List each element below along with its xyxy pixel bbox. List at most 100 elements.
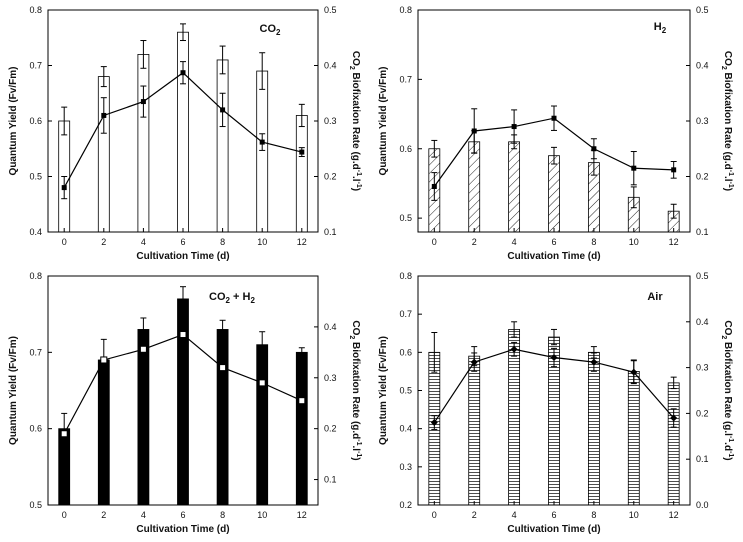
y2-label-part: 2 [348, 335, 355, 339]
panel-1: 0.5 0.6 0.7 0.8 0.1 0.2 0.3 0.4 0.5 0 2 4 6 8 10 12 Cult… [378, 5, 734, 262]
x-tick-label: 10 [629, 510, 639, 520]
x-axis-label: Cultivation Time (d) [507, 524, 600, 535]
y2-label-part: ) [350, 457, 361, 460]
y2-label-part: Biofixation Rate (g.d [722, 70, 733, 170]
y2-label-part: .l [722, 176, 733, 182]
y2-label-part: CO [722, 320, 733, 335]
bar [468, 141, 481, 233]
x-tick-label: 12 [669, 510, 679, 520]
y2-tick-label: 0.3 [696, 363, 709, 373]
data-point [139, 345, 147, 353]
y2-tick-label: 0.2 [324, 172, 337, 182]
x-tick-label: 2 [472, 510, 477, 520]
y-tick-label: 0.5 [399, 386, 412, 396]
data-point [299, 149, 305, 155]
panel-3: 0.2 0.3 0.4 0.5 0.6 0.7 0.8 0.0 0.1 0.2 0.3 0.4 0.5 0… [378, 271, 734, 535]
bar [137, 54, 150, 233]
y2-tick-label: 0.5 [696, 5, 709, 15]
x-tick-label: 4 [141, 237, 146, 247]
x-tick-label: 8 [591, 237, 596, 247]
y2-label-part: 2 [720, 335, 727, 339]
y-tick-label: 0.7 [29, 347, 42, 357]
panel-0: 0.4 0.5 0.6 0.7 0.8 0.1 0.2 0.3 0.4 0.5 0 2 4 6 8 10 12 C… [8, 5, 362, 262]
y2-tick-label: 0.2 [696, 408, 709, 418]
x-tick-label: 10 [629, 237, 639, 247]
panel-title-sub: 2 [226, 296, 231, 305]
y-axis-label: Quantum Yield (Fv/Fm) [378, 336, 389, 445]
panel-title-main: CO [209, 291, 226, 303]
y2-label-part: CO [350, 51, 361, 66]
data-point [179, 331, 187, 339]
bar [97, 359, 110, 506]
y2-tick-label: 0.1 [696, 227, 709, 237]
y2-tick-label: 0.2 [696, 172, 709, 182]
y2-tick-label: 0.3 [324, 373, 337, 383]
x-tick-label: 4 [512, 237, 517, 247]
y-tick-label: 0.4 [29, 227, 42, 237]
y2-label-part: CO [350, 320, 361, 335]
y-tick-label: 0.8 [29, 5, 42, 15]
y2-label-part: Biofixation Rate (g.d [350, 339, 361, 439]
y2-label-part: -1 [355, 451, 362, 457]
data-point [471, 128, 477, 134]
panel-title-sub: 2 [276, 28, 281, 37]
x-tick-label: 2 [101, 510, 106, 520]
y2-tick-label: 0.4 [696, 61, 709, 71]
y-tick-label: 0.4 [399, 424, 412, 434]
x-tick-label: 12 [297, 510, 307, 520]
data-point [259, 139, 265, 145]
panel-title: H2 [654, 21, 667, 35]
x-axis-label: Cultivation Time (d) [507, 251, 600, 262]
data-point [430, 419, 438, 427]
panel-title-main: Air [647, 291, 663, 303]
data-point [140, 99, 146, 105]
data-point [100, 356, 108, 364]
x-tick-label: 6 [551, 237, 556, 247]
y2-axis-label: CO2 Biofixation Rate (g.d-1.l-1) [348, 320, 362, 460]
data-point [590, 358, 598, 366]
bar [256, 344, 269, 506]
panel-title: CO2 + H2 [209, 291, 255, 305]
y2-tick-label: 0.3 [324, 116, 337, 126]
data-point [591, 146, 597, 152]
x-tick-label: 10 [257, 510, 267, 520]
bar [137, 329, 150, 506]
x-tick-label: 2 [472, 237, 477, 247]
x-tick-label: 6 [180, 237, 185, 247]
panel-title-main: CO [260, 23, 277, 35]
y2-tick-label: 0.1 [696, 454, 709, 464]
x-tick-label: 12 [669, 237, 679, 247]
data-point [220, 107, 226, 113]
y-tick-label: 0.3 [399, 462, 412, 472]
y2-label-part: -1 [355, 182, 362, 188]
y2-axis-label: CO2 Biofixation Rate (g.l-1.d-1) [720, 320, 734, 460]
y2-tick-label: 0.2 [324, 424, 337, 434]
data-point [298, 397, 306, 405]
x-tick-label: 8 [220, 237, 225, 247]
y-tick-label: 0.5 [399, 213, 412, 223]
y2-label-part: 2 [348, 66, 355, 70]
x-tick-label: 0 [432, 237, 437, 247]
x-tick-label: 0 [62, 510, 67, 520]
y-tick-label: 0.8 [399, 271, 412, 281]
y2-label-part: CO [722, 51, 733, 66]
y2-label-part: .l [350, 446, 361, 452]
y2-label-part: -1 [727, 436, 734, 442]
panel-title: Air [647, 291, 663, 303]
y2-label-part: ) [722, 457, 733, 460]
x-tick-label: 4 [141, 510, 146, 520]
y2-axis-label: CO2 Biofixation Rate (g.d-1.l-1) [720, 51, 734, 191]
data-point [180, 70, 186, 76]
y-axis-label: Quantum Yield (Fv/Fm) [8, 67, 19, 176]
y-tick-label: 0.8 [29, 271, 42, 281]
y2-tick-label: 0.5 [696, 271, 709, 281]
y-axis-label: Quantum Yield (Fv/Fm) [8, 336, 19, 445]
data-point [670, 414, 678, 422]
y-tick-label: 0.5 [29, 500, 42, 510]
y-tick-label: 0.2 [399, 500, 412, 510]
data-point [431, 183, 437, 189]
y-tick-label: 0.7 [29, 61, 42, 71]
x-tick-label: 8 [220, 510, 225, 520]
